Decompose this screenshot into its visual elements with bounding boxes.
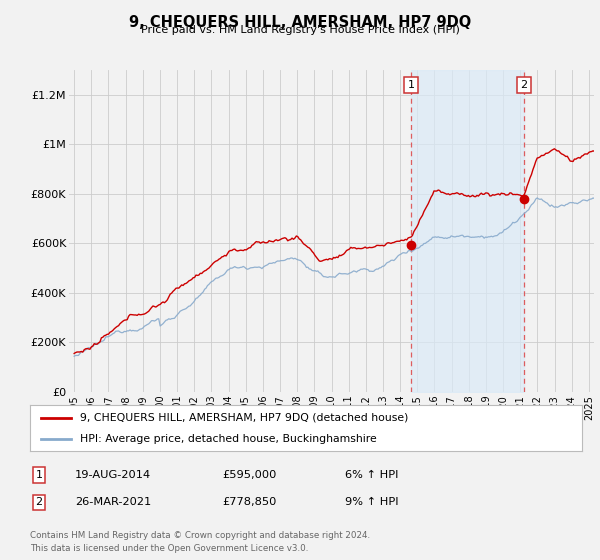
Text: 1: 1 — [35, 470, 43, 480]
Text: 6% ↑ HPI: 6% ↑ HPI — [345, 470, 398, 480]
Text: 26-MAR-2021: 26-MAR-2021 — [75, 497, 151, 507]
Text: £595,000: £595,000 — [222, 470, 277, 480]
Text: 19-AUG-2014: 19-AUG-2014 — [75, 470, 151, 480]
Text: 2: 2 — [35, 497, 43, 507]
Text: 9, CHEQUERS HILL, AMERSHAM, HP7 9DQ (detached house): 9, CHEQUERS HILL, AMERSHAM, HP7 9DQ (det… — [80, 413, 408, 423]
Text: £778,850: £778,850 — [222, 497, 277, 507]
Text: 2: 2 — [521, 80, 528, 90]
Text: 9% ↑ HPI: 9% ↑ HPI — [345, 497, 398, 507]
Text: Contains HM Land Registry data © Crown copyright and database right 2024.: Contains HM Land Registry data © Crown c… — [30, 531, 370, 540]
Text: 9, CHEQUERS HILL, AMERSHAM, HP7 9DQ: 9, CHEQUERS HILL, AMERSHAM, HP7 9DQ — [129, 15, 471, 30]
Text: This data is licensed under the Open Government Licence v3.0.: This data is licensed under the Open Gov… — [30, 544, 308, 553]
Text: HPI: Average price, detached house, Buckinghamshire: HPI: Average price, detached house, Buck… — [80, 435, 376, 444]
Text: Price paid vs. HM Land Registry's House Price Index (HPI): Price paid vs. HM Land Registry's House … — [140, 25, 460, 35]
Text: 1: 1 — [407, 80, 415, 90]
